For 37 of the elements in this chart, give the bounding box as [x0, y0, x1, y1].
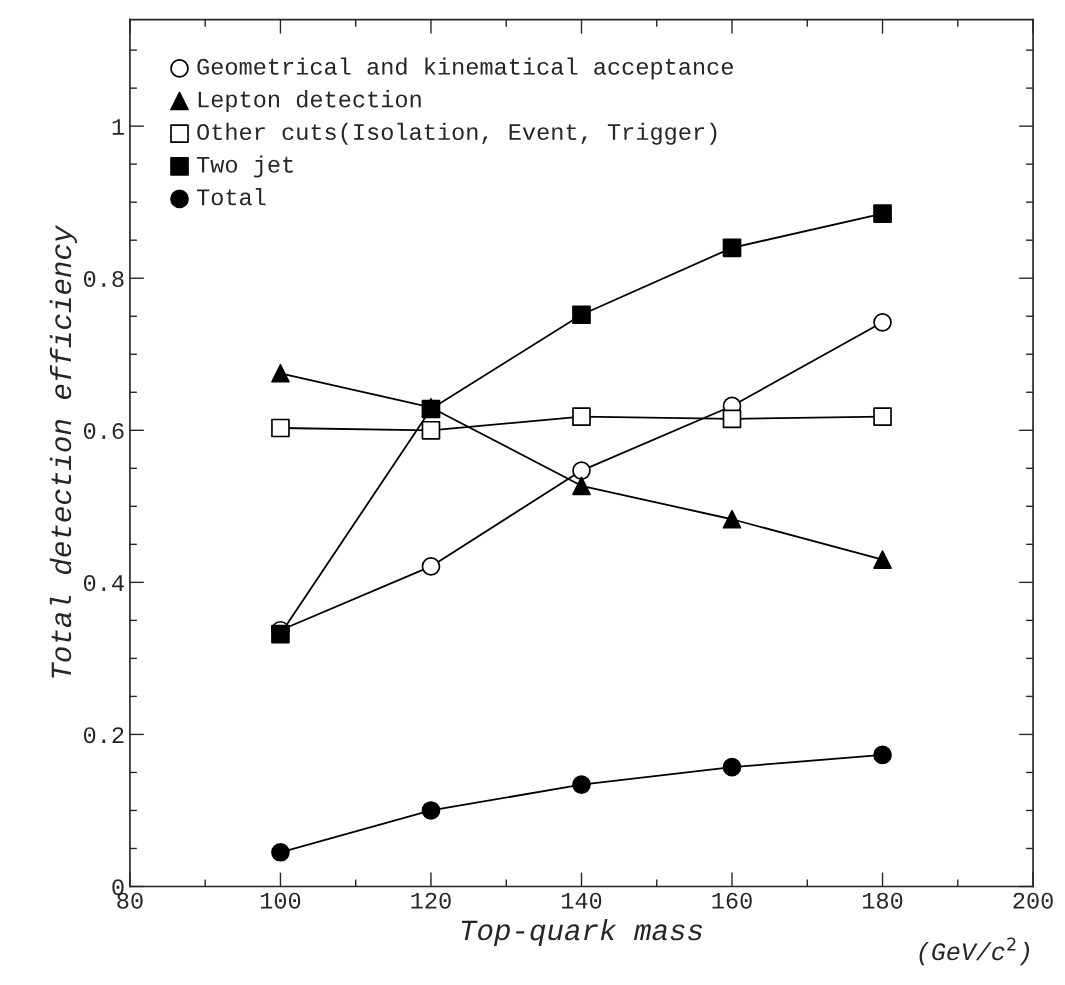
point — [722, 238, 742, 258]
y-tick-label: 0.6 — [83, 423, 124, 440]
point — [271, 842, 290, 862]
point — [572, 476, 591, 496]
point — [873, 407, 892, 426]
y-tick-label: 1 — [112, 119, 124, 135]
point — [873, 745, 892, 765]
y-axis-title: Total detection efficiency — [49, 225, 77, 678]
legend-label: Two jet — [196, 155, 293, 178]
point — [572, 305, 591, 325]
x-tick-label: 120 — [411, 892, 451, 909]
x-tick-label: 140 — [561, 892, 602, 909]
legend-label: Total — [196, 188, 266, 206]
x-axis-title: Top-quark mass — [461, 918, 703, 947]
legend-label: Lepton detection — [198, 90, 421, 113]
point — [873, 550, 892, 569]
point — [572, 407, 591, 426]
point — [271, 363, 290, 383]
x-tick-label: 200 — [1013, 892, 1053, 909]
x-tick-label: 100 — [260, 892, 301, 909]
legend-label: Other cuts(Isolation, Event, Trigger) — [197, 122, 717, 145]
text: (GeV/c$^{2}$) — [919, 937, 1030, 966]
legend-label: Geometrical and kinematical acceptance — [197, 57, 733, 80]
y-tick-label: 0.2 — [83, 727, 124, 744]
y-tick-label: 0.4 — [83, 575, 124, 592]
point — [421, 801, 441, 820]
point — [271, 624, 290, 644]
point — [722, 509, 742, 529]
point — [722, 757, 742, 777]
y-tick-label: 0.8 — [83, 270, 124, 288]
point — [572, 775, 591, 794]
point — [873, 204, 892, 223]
point — [722, 409, 742, 429]
point — [271, 418, 290, 438]
x-tick-label: 180 — [862, 892, 903, 909]
x-tick-label: 160 — [712, 892, 752, 909]
point — [421, 420, 441, 440]
